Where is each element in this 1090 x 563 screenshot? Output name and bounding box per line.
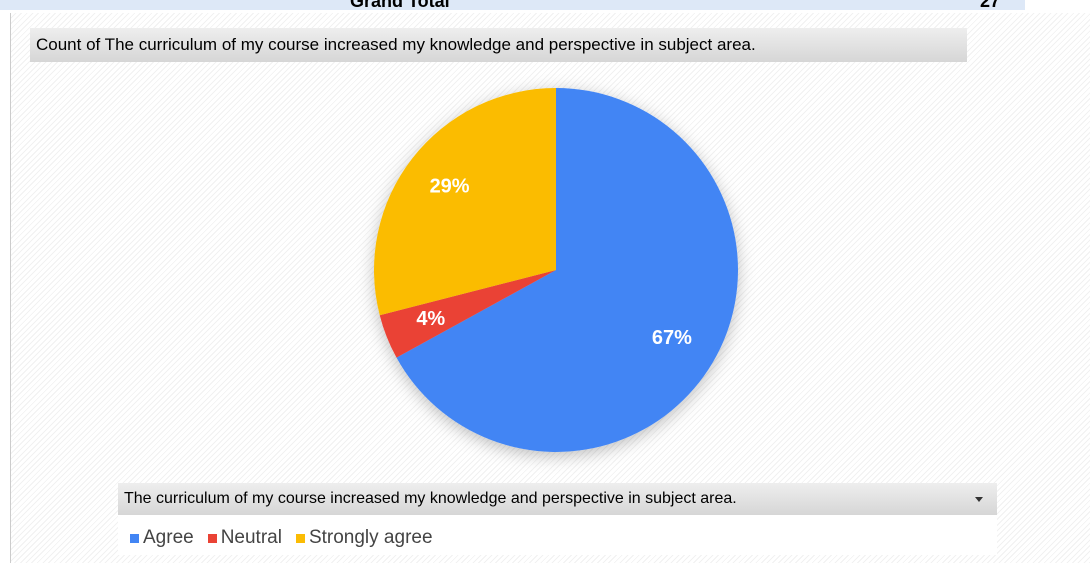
total-value: 27 [980,0,1001,10]
pie-slice [396,88,739,452]
legend-label: Neutral [220,527,282,548]
legend-swatch [295,533,305,543]
data-label: 29% [430,176,470,198]
dropdown-arrow[interactable] [975,497,983,502]
pie-slice [379,270,556,358]
chart-title: Count of The curriculum of my course inc… [30,28,967,62]
legend-swatch [207,533,217,543]
legend-swatch [130,533,139,543]
pie-slice [373,88,556,316]
legend-label: Strongly agree [308,527,433,548]
legend-title: The curriculum of my course increased my… [124,490,737,507]
data-label: 67% [652,327,692,349]
total-label: Grand Total [350,0,450,10]
data-label: 4% [416,308,445,330]
legend-item: Strongly agree [295,527,433,549]
pie [373,88,739,452]
legend-item: Neutral [207,527,282,549]
legend-items: Agree Neutral Strongly agree [130,527,433,549]
data-labels: 67% 4% 29% [416,176,692,349]
legend-label: Agree [143,527,194,548]
legend-header[interactable]: The curriculum of my course increased my… [118,483,997,515]
pivot-total-row: Grand Total 27 [0,0,1025,10]
legend-item: Agree [130,527,194,549]
legend: The curriculum of my course increased my… [118,483,997,555]
